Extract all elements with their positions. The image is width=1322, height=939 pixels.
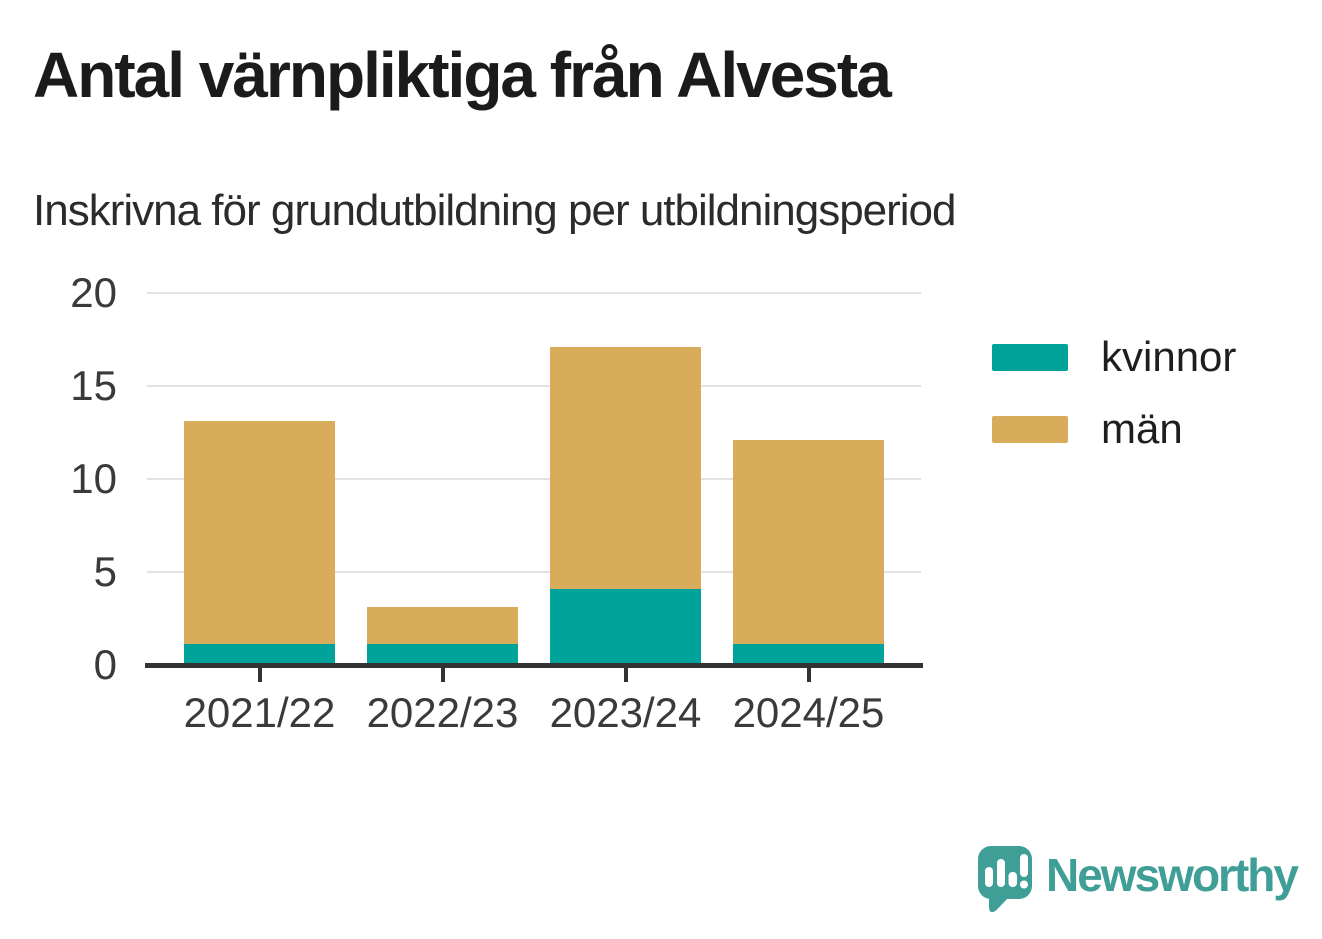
legend-label: män <box>1101 405 1183 452</box>
x-axis-tick <box>257 668 262 682</box>
bar-segment-m-n-2024-25 <box>733 439 884 645</box>
gridline-15 <box>147 385 921 387</box>
x-axis-tick <box>806 668 811 682</box>
bar-segment-kvinnor-2023-24 <box>550 588 701 663</box>
bar-segment-m-n-2023-24 <box>550 346 701 589</box>
newsworthy-logo-icon <box>978 846 1032 913</box>
logo-bar-2 <box>997 859 1005 887</box>
bar-segment-m-n-2022-23 <box>367 607 518 645</box>
x-axis-tick <box>440 668 445 682</box>
x-axis-tick <box>623 668 628 682</box>
legend-swatch <box>992 343 1068 371</box>
legend-swatch <box>992 415 1068 443</box>
legend-label: kvinnor <box>1101 333 1237 380</box>
gridline-10 <box>147 478 921 480</box>
logo-bubble-tail <box>989 891 1010 913</box>
bar-segment-kvinnor-2021-22 <box>184 644 335 663</box>
logo-bar-1 <box>985 867 993 887</box>
x-axis-tick-label: 2021/22 <box>183 689 336 736</box>
logo-exclamation-bar <box>1020 854 1028 877</box>
x-axis-tick-label: 2023/24 <box>549 689 702 736</box>
y-axis-tick-label: 10 <box>70 455 117 502</box>
y-axis-tick-label: 0 <box>93 641 117 688</box>
x-axis-tick-label: 2024/25 <box>732 689 885 736</box>
legend-item-kvinnor: kvinnor <box>992 335 1236 379</box>
y-axis-tick-label: 20 <box>70 269 117 316</box>
chart-legend: kvinnor män <box>992 335 1236 479</box>
logo-bar-3 <box>1008 872 1017 887</box>
bar-segment-kvinnor-2022-23 <box>367 644 518 663</box>
chart-title: Antal värnpliktiga från Alvesta <box>33 39 892 111</box>
legend-item-m-n: män <box>992 407 1236 451</box>
chart-subtitle: Inskrivna för grundutbildning per utbild… <box>33 186 956 235</box>
gridline-20 <box>147 292 921 294</box>
y-axis-tick-label: 5 <box>93 548 117 595</box>
logo-exclamation-dot <box>1020 880 1028 889</box>
bar-segment-kvinnor-2024-25 <box>733 644 884 663</box>
y-axis-tick-label: 15 <box>70 362 117 409</box>
brand-name: Newsworthy <box>1046 849 1299 901</box>
x-axis-tick-label: 2022/23 <box>366 689 519 736</box>
x-axis-line <box>145 663 923 668</box>
gridline-5 <box>147 571 921 573</box>
bar-segment-m-n-2021-22 <box>184 421 335 645</box>
